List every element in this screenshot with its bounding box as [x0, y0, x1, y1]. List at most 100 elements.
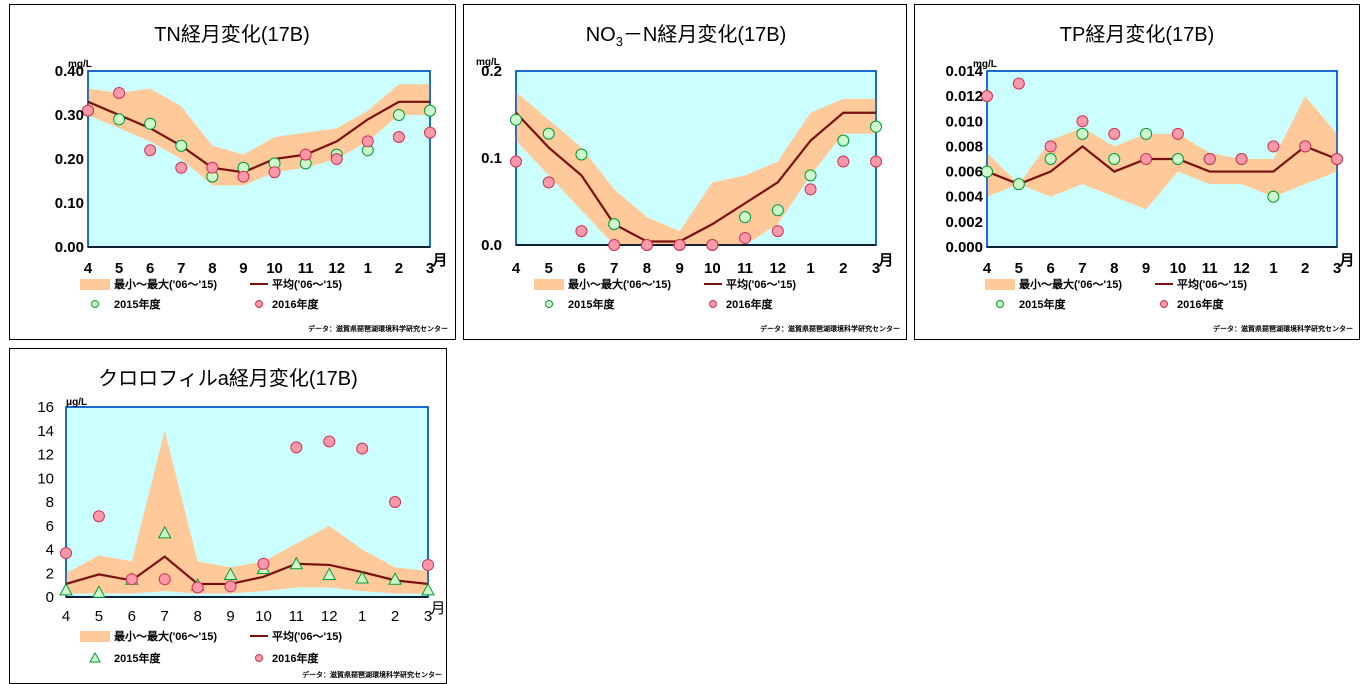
- tp-x-tick: 6: [1046, 260, 1054, 277]
- tp-point-2016: [1140, 153, 1153, 165]
- tp-y-tick: 0.002: [945, 214, 983, 231]
- tn-x-tick: 1: [364, 260, 372, 277]
- no3-title-rest: －N経月変化(17B): [623, 23, 786, 46]
- tp-x-tick: 3: [1333, 260, 1341, 277]
- tp-point-2016: [1299, 140, 1312, 153]
- tp-point-2015: [1044, 153, 1057, 165]
- tn-x-unit: 月: [431, 252, 447, 269]
- chl-point-2015: [388, 572, 402, 585]
- tp-y-tick: 0.004: [945, 189, 983, 206]
- no3-title: NO3－N経月変化(17B): [586, 23, 787, 49]
- tn-title: TN経月変化(17B): [154, 23, 310, 46]
- tp-legend-band: 最小～最大('06～'15): [1019, 277, 1122, 291]
- no3-y-tick: 0.2: [481, 63, 502, 80]
- no3-unit-label: mg/L: [476, 57, 500, 68]
- tn-point-2016: [144, 144, 157, 157]
- chl-point-2015: [421, 582, 435, 596]
- chl-x-tick: 4: [62, 608, 70, 625]
- no3-point-2016: [575, 225, 588, 238]
- tn-point-2015: [175, 139, 188, 152]
- chl-x-unit: 月: [430, 600, 445, 617]
- chl-y-tick: 6: [46, 518, 54, 535]
- tp-title: TP経月変化(17B): [1060, 23, 1214, 46]
- no3-legend-2016: 2016年度: [726, 297, 773, 311]
- tn-x-tick: 6: [146, 260, 154, 277]
- chl-point-2016: [224, 580, 237, 593]
- no3-x-tick: 9: [675, 260, 683, 277]
- no3-x-tick: 1: [806, 260, 814, 277]
- tp-unit-label: mg/L: [973, 59, 997, 70]
- tn-point-2016: [424, 126, 436, 139]
- no3-point-2015: [870, 120, 882, 133]
- tp-legend-mean: 平均('06～'15): [1177, 277, 1247, 291]
- chl-point-2016: [356, 442, 369, 455]
- no3-point-2015: [608, 218, 621, 231]
- tp-x-tick: 10: [1170, 260, 1187, 277]
- tn-legend-2016: 2016年度: [272, 297, 319, 311]
- chl-x-tick: 8: [193, 608, 201, 625]
- chl-y-tick: 10: [37, 470, 54, 487]
- chl-legend-mean: 平均('06～'15): [272, 629, 342, 643]
- no3-source-note: データ：滋賀県琵琶湖環境科学研究センター: [760, 324, 900, 333]
- no3-point-2016: [870, 155, 882, 168]
- chl-x-tick: 10: [255, 608, 272, 625]
- tn-legend-2015: 2015年度: [114, 297, 161, 311]
- tn-legend-2016-swatch: [255, 300, 263, 308]
- chl-point-2016: [389, 496, 402, 508]
- tp-point-2015: [1012, 178, 1025, 191]
- chlorophyll-chart-panel: クロロフィルa経月変化(17B) 0 2 4 6 8 10 12 14 16 μg/L 4 5 6 7 8 9 1…: [9, 348, 447, 684]
- no3-point-2015: [837, 134, 850, 147]
- no3-x-tick: 2: [839, 260, 847, 277]
- no3-x-tick: 12: [769, 260, 786, 277]
- chl-point-2015: [223, 567, 238, 580]
- tp-x-tick: 9: [1142, 260, 1150, 277]
- no3-minmax-band: [516, 91, 876, 245]
- no3-legend-2015: 2015年度: [568, 297, 615, 311]
- tp-y-tick: 0.010: [945, 113, 983, 130]
- tp-legend-2015-swatch: [996, 300, 1004, 308]
- chl-point-2015: [289, 556, 304, 570]
- tp-point-2015: [1140, 127, 1153, 140]
- tp-legend-2016: 2016年度: [1177, 297, 1224, 311]
- no3-point-2016: [837, 155, 850, 168]
- no3-point-2016: [640, 239, 653, 251]
- chl-x-tick: 11: [289, 608, 305, 625]
- tn-chart-panel: TN経月変化(17B) 0.00 0.10 0.20 0.30 0.40 mg/L 4 5 6 7 8…: [9, 4, 456, 340]
- tn-x-tick: 9: [239, 260, 247, 277]
- chl-y-tick: 8: [46, 494, 54, 511]
- chl-minmax-band: [66, 430, 428, 594]
- chl-legend-band: 最小～最大('06～'15): [114, 629, 217, 643]
- chl-legend-2015-swatch: [89, 651, 101, 663]
- tn-x-tick: 12: [328, 260, 345, 277]
- chl-legend-2015: 2015年度: [114, 651, 161, 665]
- no3-y-tick: 0.1: [481, 150, 502, 167]
- tn-point-2016: [330, 153, 343, 165]
- tp-point-2015: [1171, 153, 1184, 165]
- no3-mean-line: [515, 111, 876, 243]
- chl-title: クロロフィルa経月変化(17B): [98, 367, 358, 390]
- tp-point-2016: [1235, 153, 1248, 165]
- chl-x-tick: 12: [321, 608, 338, 625]
- no3-point-2016: [771, 225, 784, 238]
- chl-x-tick: 7: [161, 608, 169, 625]
- tp-point-2016: [1171, 127, 1184, 140]
- no3-legend-2015-swatch: [545, 300, 553, 308]
- chl-y-tick: 4: [46, 542, 54, 559]
- no3-x-tick: 11: [737, 260, 753, 277]
- tp-x-tick: 5: [1015, 260, 1023, 277]
- chl-x-tick: 5: [95, 608, 103, 625]
- tn-y-tick: 0.30: [55, 107, 84, 124]
- tp-legend-2015: 2015年度: [1019, 297, 1066, 311]
- tn-y-tick: 0.00: [55, 239, 84, 256]
- tp-point-2016: [1108, 127, 1121, 140]
- tn-x-tick: 10: [266, 260, 283, 277]
- tp-point-2016: [1203, 153, 1216, 165]
- tp-x-unit: 月: [1338, 252, 1354, 269]
- tn-x-tick: 8: [208, 260, 216, 277]
- chl-y-tick: 2: [46, 565, 54, 582]
- tp-minmax-band: [987, 96, 1337, 210]
- tn-legend-mean: 平均('06～'15): [272, 277, 342, 291]
- no3-title-main: NO: [586, 24, 616, 46]
- no3-chart: NO3－N経月変化(17B)0.00.10.2mg/L4 5 6 7 8 9 10 11 12 1…: [476, 23, 900, 333]
